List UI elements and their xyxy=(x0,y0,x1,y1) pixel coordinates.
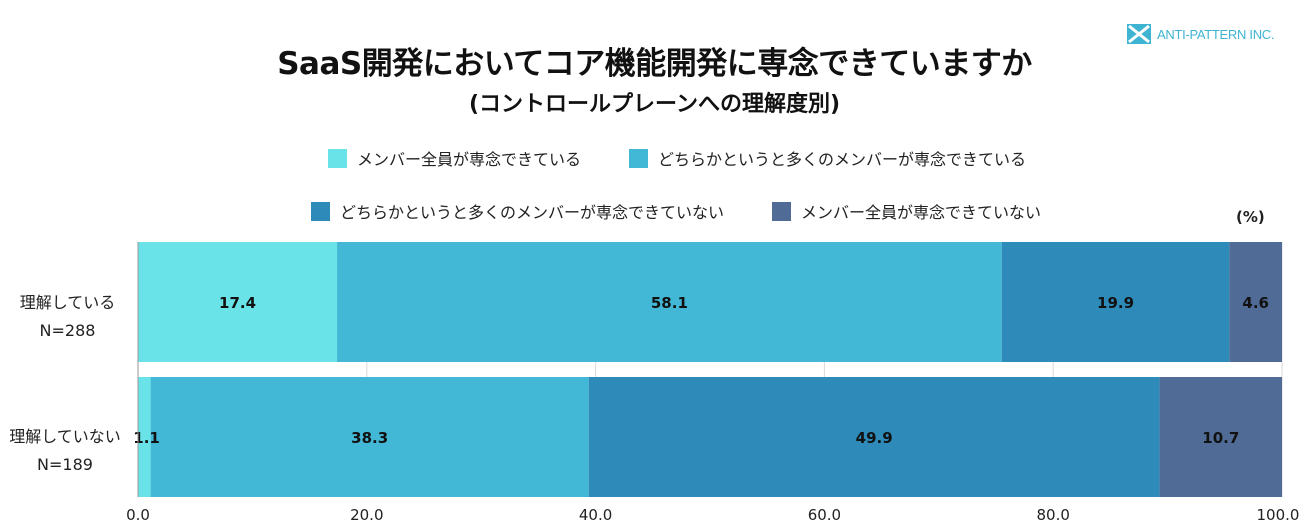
logo-mark-icon xyxy=(1127,24,1151,44)
bar-segment xyxy=(337,242,1002,362)
company-logo: ANTI-PATTERN INC. xyxy=(1127,24,1275,44)
data-label: 1.1 xyxy=(133,429,160,447)
x-tick-label: 20.0 xyxy=(350,506,383,524)
bar-segment xyxy=(150,377,589,497)
legend-label: どちらかというと多くのメンバーが専念できていない xyxy=(340,203,725,222)
category-name: 理解している xyxy=(19,293,116,312)
bar-segment xyxy=(588,377,1160,497)
x-tick-label: 40.0 xyxy=(579,506,612,524)
legend-label: メンバー全員が専念できている xyxy=(357,150,582,169)
data-label: 49.9 xyxy=(856,429,893,447)
bar-segment xyxy=(1229,242,1282,362)
logo-text: ANTI-PATTERN INC. xyxy=(1157,26,1275,42)
data-label: 38.3 xyxy=(351,429,388,447)
legend-swatch xyxy=(311,201,330,221)
legend-row-1: メンバー全員が専念できている どちらかというと多くのメンバーが専念できている xyxy=(328,146,1026,170)
legend-row-2: どちらかというと多くのメンバーが専念できていない メンバー全員が専念できていない xyxy=(311,199,1041,223)
x-tick-label: 60.0 xyxy=(808,506,841,524)
x-tick-label: 100.0 xyxy=(1257,506,1300,524)
legend-label: どちらかというと多くのメンバーが専念できている xyxy=(658,150,1027,169)
bar-segment xyxy=(138,242,338,362)
legend-label: メンバー全員が専念できていない xyxy=(801,203,1042,222)
category-name: 理解していない xyxy=(9,427,121,446)
bar-segment xyxy=(1159,377,1282,497)
legend-item: どちらかというと多くのメンバーが専念できていない xyxy=(311,199,724,223)
category-label-not-understand: 理解していない N=189 xyxy=(0,423,130,479)
data-label: 4.6 xyxy=(1242,294,1269,312)
chart-subtitle: (コントロールプレーンへの理解度別) xyxy=(468,92,840,117)
legend-item: どちらかというと多くのメンバーが専念できている xyxy=(629,146,1026,170)
chart-title: SaaS開発においてコア機能開発に専念できていますか xyxy=(277,46,1032,82)
data-label: 10.7 xyxy=(1202,429,1239,447)
legend-item: メンバー全員が専念できている xyxy=(328,146,581,170)
data-label: 19.9 xyxy=(1097,294,1134,312)
category-label-understand: 理解している N=288 xyxy=(10,289,125,345)
legend-item: メンバー全員が専念できていない xyxy=(772,199,1041,223)
data-label: 17.4 xyxy=(219,294,256,312)
legend-swatch xyxy=(629,148,649,168)
legend-swatch xyxy=(772,201,792,221)
unit-label: (%) xyxy=(1236,208,1265,226)
legend-swatch xyxy=(328,148,347,168)
category-n: N=189 xyxy=(37,455,93,474)
data-label: 58.1 xyxy=(651,294,688,312)
x-tick-label: 0.0 xyxy=(126,506,150,524)
bar-segment xyxy=(1001,242,1230,362)
bar-segment xyxy=(138,377,151,497)
category-n: N=288 xyxy=(39,321,96,340)
x-tick-label: 80.0 xyxy=(1036,506,1069,524)
